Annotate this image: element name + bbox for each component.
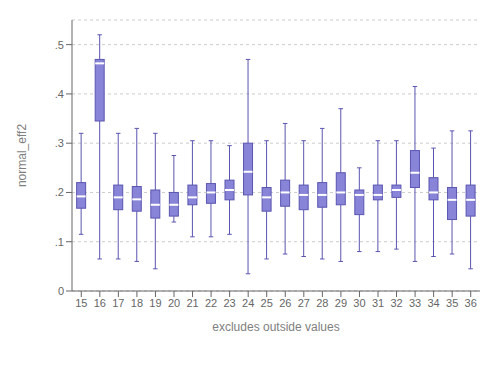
svg-text:32: 32 [390, 297, 402, 309]
svg-text:.3: .3 [55, 137, 64, 149]
svg-text:.4: .4 [55, 88, 64, 100]
svg-text:34: 34 [428, 297, 440, 309]
svg-text:22: 22 [205, 297, 217, 309]
svg-text:33: 33 [409, 297, 421, 309]
svg-text:35: 35 [446, 297, 458, 309]
svg-text:normal_eff2: normal_eff2 [15, 124, 29, 187]
svg-text:31: 31 [372, 297, 384, 309]
svg-text:16: 16 [94, 297, 106, 309]
svg-text:0: 0 [58, 285, 64, 297]
svg-text:.2: .2 [55, 186, 64, 198]
svg-text:26: 26 [279, 297, 291, 309]
svg-text:21: 21 [186, 297, 198, 309]
svg-text:.1: .1 [55, 236, 64, 248]
svg-text:28: 28 [316, 297, 328, 309]
svg-text:24: 24 [242, 297, 254, 309]
svg-text:29: 29 [335, 297, 347, 309]
svg-text:27: 27 [298, 297, 310, 309]
svg-text:18: 18 [131, 297, 143, 309]
svg-text:23: 23 [224, 297, 236, 309]
svg-text:15: 15 [75, 297, 87, 309]
svg-text:36: 36 [465, 297, 477, 309]
svg-text:25: 25 [261, 297, 273, 309]
svg-text:excludes outside values: excludes outside values [212, 320, 339, 334]
svg-text:.5: .5 [55, 39, 64, 51]
svg-text:20: 20 [168, 297, 180, 309]
svg-text:17: 17 [112, 297, 124, 309]
svg-text:30: 30 [353, 297, 365, 309]
svg-text:19: 19 [149, 297, 161, 309]
